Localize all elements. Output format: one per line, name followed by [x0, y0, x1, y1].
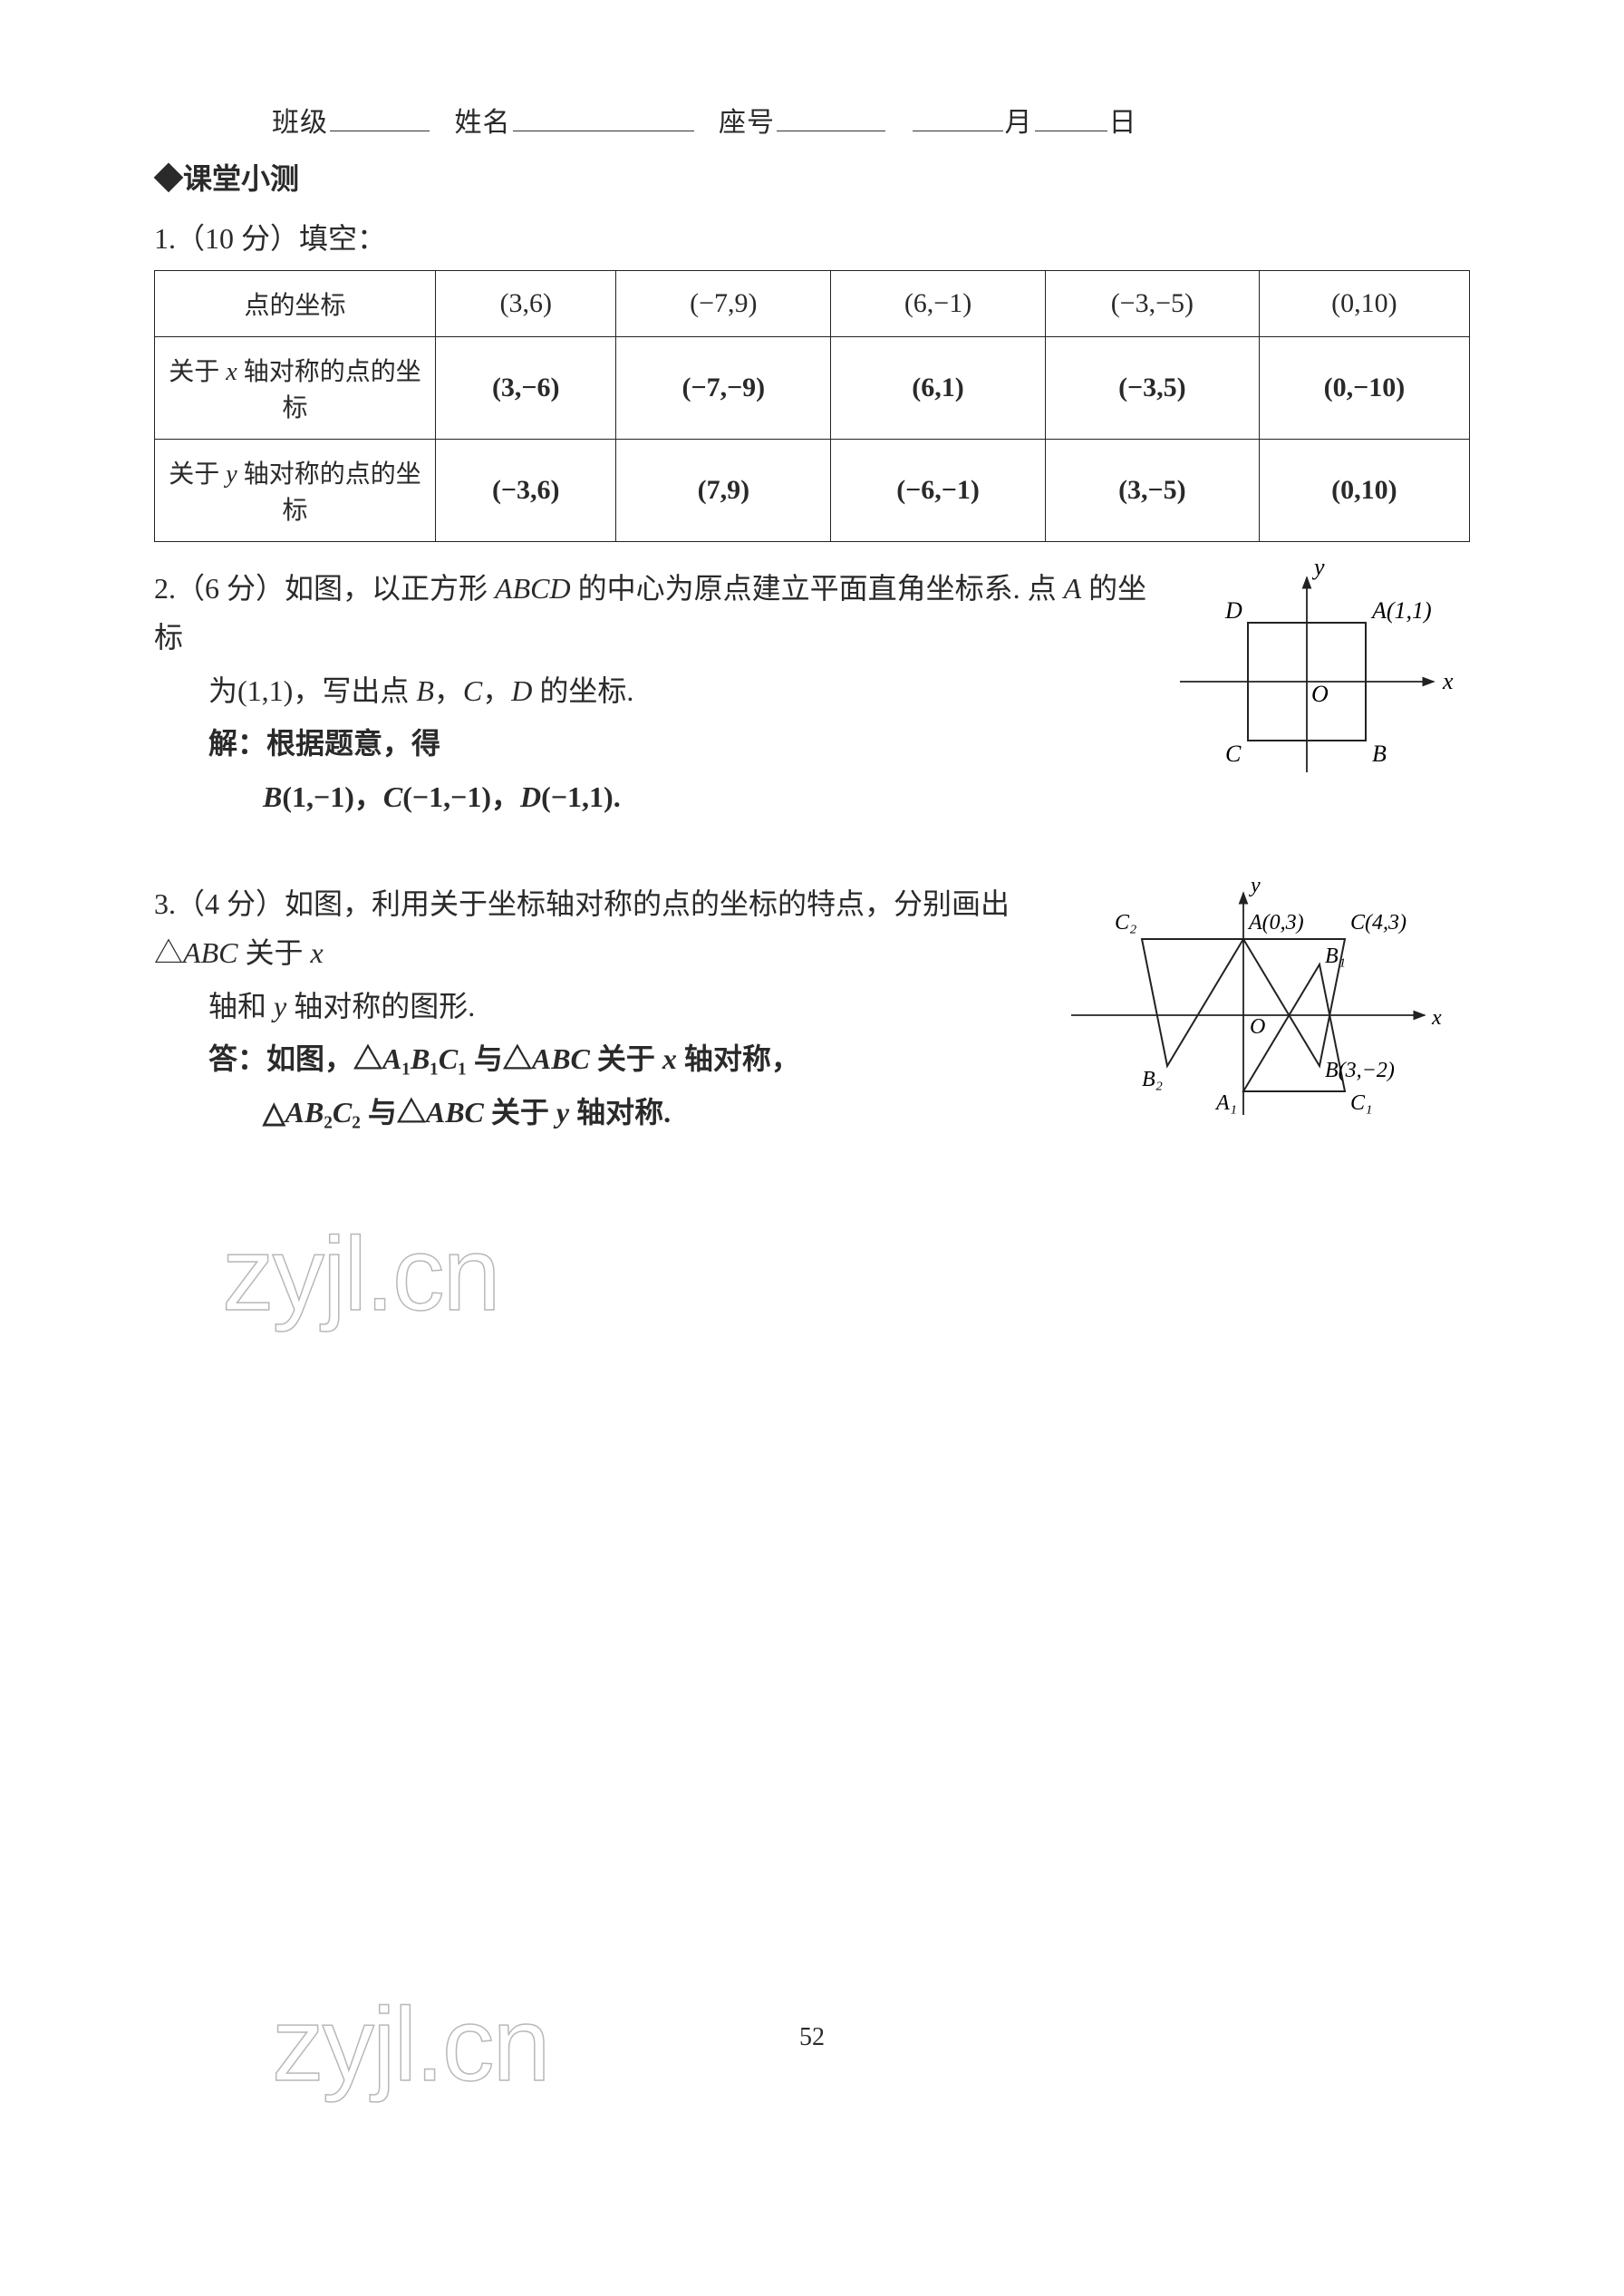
cell: (−6,−1) [831, 440, 1046, 542]
vertex-D: D [1224, 597, 1242, 624]
month-label: 月 [1005, 108, 1033, 138]
q3-line1: 3.（4 分）如图，利用关于坐标轴对称的点的坐标的特点，分别画出△ABC 关于 … [154, 879, 1026, 978]
cell: (6,−1) [831, 271, 1046, 337]
cell: (−3,5) [1045, 337, 1259, 440]
cell: (7,9) [616, 440, 831, 542]
origin-label: O [1250, 1015, 1265, 1039]
cell: (0,10) [1259, 271, 1469, 337]
name-label: 姓名 [455, 108, 511, 138]
table-row: 点的坐标 (3,6) (−7,9) (6,−1) (−3,−5) (0,10) [155, 271, 1470, 337]
cell: (6,1) [831, 337, 1046, 440]
vertex-A: A(1,1) [1370, 597, 1432, 624]
cell: (0,10) [1259, 440, 1469, 542]
pt-B: B(3,−2) [1325, 1059, 1395, 1082]
q3-line2: 轴和 y 轴对称的图形. [154, 982, 1026, 1031]
axis-x-label: x [1431, 1006, 1442, 1030]
cell: (−3,6) [436, 440, 616, 542]
pt-C1: C₁ [1350, 1091, 1372, 1115]
q1-prompt: 1.（10 分）填空： [154, 216, 1470, 257]
q2-diagram: y x O D A(1,1) C B [1162, 564, 1470, 825]
q1-table: 点的坐标 (3,6) (−7,9) (6,−1) (−3,−5) (0,10) … [154, 270, 1470, 542]
q3-line3: 答：如图，△A₁B₁C₁ 与△ABC 关于 x 轴对称， [154, 1034, 1026, 1083]
cell: (3,6) [436, 271, 616, 337]
cell: (−7,−9) [616, 337, 831, 440]
q2-line3: 解：根据题意，得 [154, 719, 1153, 768]
origin-label: O [1311, 681, 1329, 707]
cell: (3,−6) [436, 337, 616, 440]
axis-y-label: y [1249, 879, 1261, 897]
vertex-C: C [1225, 741, 1242, 767]
seat-label: 座号 [719, 108, 775, 138]
pt-B1: B₁ [1325, 945, 1346, 968]
pt-C: C(4,3) [1350, 911, 1406, 935]
section-title: ◆课堂小测 [154, 156, 1470, 198]
row-header: 关于 x 轴对称的点的坐标 [155, 337, 436, 440]
page-number: 52 [0, 2023, 1624, 2052]
axis-x-label: x [1442, 668, 1454, 694]
cell: (0,−10) [1259, 337, 1469, 440]
row-header: 关于 y 轴对称的点的坐标 [155, 440, 436, 542]
axis-y-label: y [1311, 564, 1325, 580]
table-row: 关于 x 轴对称的点的坐标 (3,−6) (−7,−9) (6,1) (−3,5… [155, 337, 1470, 440]
class-label: 班级 [272, 108, 328, 138]
day-label: 日 [1109, 108, 1137, 138]
q3-diagram: y x O A(0,3) C(4,3) B(3,−2) A₁ B₁ C₁ B₂ … [1035, 879, 1470, 1147]
q3-line4: △AB₂C₂ 与△ABC 关于 y 轴对称. [154, 1088, 1026, 1137]
pt-A: A(0,3) [1247, 911, 1304, 935]
cell: (−3,−5) [1045, 271, 1259, 337]
q2-line1: 2.（6 分）如图，以正方形 ABCD 的中心为原点建立平面直角坐标系. 点 A… [154, 564, 1153, 663]
header-fields: 班级 姓名 座号 月 日 [272, 100, 1470, 140]
pt-A1: A₁ [1214, 1091, 1237, 1115]
vertex-B: B [1372, 741, 1387, 767]
cell: (−7,9) [616, 271, 831, 337]
pt-C2: C₂ [1115, 911, 1136, 935]
q2-line2: 为(1,1)，写出点 B，C，D 的坐标. [154, 666, 1153, 715]
cell: (3,−5) [1045, 440, 1259, 542]
table-row: 关于 y 轴对称的点的坐标 (−3,6) (7,9) (−6,−1) (3,−5… [155, 440, 1470, 542]
pt-B2: B₂ [1142, 1068, 1163, 1091]
q2-answer: B(1,−1)，C(−1,−1)，D(−1,1). [154, 772, 1153, 821]
row-header: 点的坐标 [155, 271, 436, 337]
watermark: zyjl.cn [222, 1215, 499, 1334]
